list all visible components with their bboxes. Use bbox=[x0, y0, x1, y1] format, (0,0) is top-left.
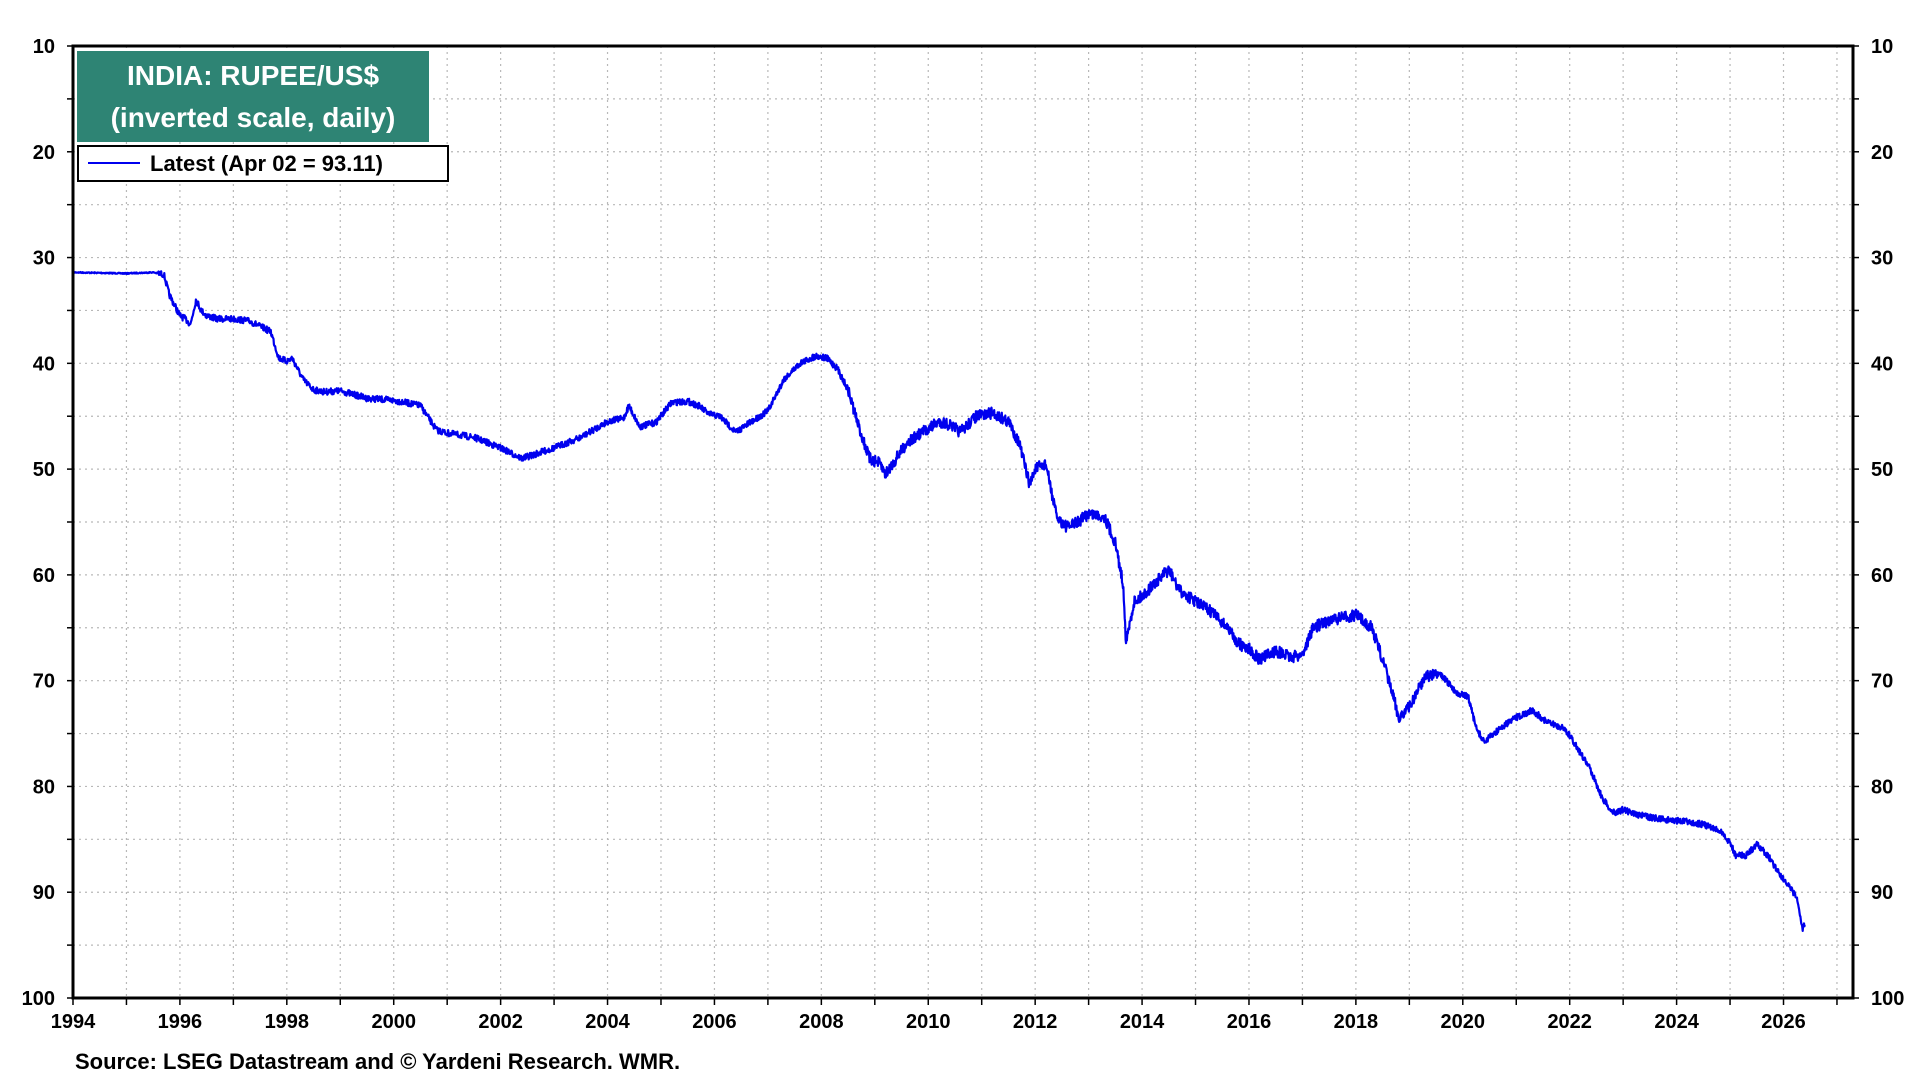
series-line-rupee-usd bbox=[71, 270, 1798, 899]
y-tick-label-left: 20 bbox=[33, 142, 55, 164]
legend-box bbox=[77, 145, 449, 182]
title-box-background bbox=[77, 51, 429, 142]
x-tick-label: 2008 bbox=[799, 1011, 844, 1033]
y-tick-label-left: 70 bbox=[33, 671, 55, 693]
y-tick-label-left: 60 bbox=[33, 565, 55, 587]
y-tick-label-right: 60 bbox=[1871, 565, 1893, 587]
x-tick-label: 1994 bbox=[51, 1011, 96, 1033]
grid-layer bbox=[73, 46, 1853, 998]
x-tick-label: 2006 bbox=[692, 1011, 737, 1033]
y-tick-label-right: 10 bbox=[1871, 36, 1893, 58]
x-tick-label: 2020 bbox=[1441, 1011, 1486, 1033]
y-tick-label-left: 40 bbox=[33, 353, 55, 375]
x-axis-labels: 1994 1996 1998 2000 2002 2004 2006 2008 2010 2012… bbox=[51, 1011, 1806, 1033]
x-tick-label: 2016 bbox=[1227, 1011, 1272, 1033]
legend-label: Latest (Apr 02 = 93.11) bbox=[150, 151, 383, 176]
tick-layer bbox=[67, 45, 1859, 1005]
x-tick-label: 2026 bbox=[1761, 1011, 1806, 1033]
y-tick-label-left: 90 bbox=[33, 882, 55, 904]
series-line-rupee-usd bbox=[1795, 896, 1806, 932]
y-tick-label-left: 100 bbox=[22, 988, 55, 1010]
x-tick-label: 2000 bbox=[371, 1011, 416, 1033]
x-tick-label: 2024 bbox=[1654, 1011, 1699, 1033]
y-tick-label-left: 50 bbox=[33, 459, 55, 481]
y-tick-label-right: 40 bbox=[1871, 353, 1893, 375]
x-tick-label: 2014 bbox=[1120, 1011, 1165, 1033]
y-tick-label-right: 70 bbox=[1871, 671, 1893, 693]
x-tick-label: 2002 bbox=[478, 1011, 523, 1033]
y-tick-label-right: 30 bbox=[1871, 248, 1893, 270]
x-tick-label: 2004 bbox=[585, 1011, 630, 1033]
chart-title: INDIA: RUPEE/US$ bbox=[127, 60, 379, 91]
y-tick-label-right: 90 bbox=[1871, 882, 1893, 904]
x-tick-label: 1998 bbox=[265, 1011, 310, 1033]
legend: Latest (Apr 02 = 93.11) bbox=[77, 145, 449, 182]
y-tick-label-left: 80 bbox=[33, 776, 55, 798]
x-tick-label: 1996 bbox=[158, 1011, 203, 1033]
x-tick-label: 2010 bbox=[906, 1011, 951, 1033]
y-axis-right-labels: 10 20 30 40 50 60 70 80 90 100 bbox=[1871, 36, 1904, 1010]
y-axis-left-labels: 10 20 30 40 50 60 70 80 90 100 bbox=[22, 36, 55, 1010]
y-tick-label-right: 80 bbox=[1871, 776, 1893, 798]
data-layer bbox=[71, 270, 1806, 932]
y-tick-label-left: 30 bbox=[33, 248, 55, 270]
y-tick-label-right: 100 bbox=[1871, 988, 1904, 1010]
title-box: INDIA: RUPEE/US$ (inverted scale, daily) bbox=[77, 51, 429, 142]
x-tick-label: 2012 bbox=[1013, 1011, 1058, 1033]
y-tick-label-right: 20 bbox=[1871, 142, 1893, 164]
y-tick-label-right: 50 bbox=[1871, 459, 1893, 481]
source-note: Source: LSEG Datastream and © Yardeni Re… bbox=[75, 1049, 680, 1074]
chart-subtitle: (inverted scale, daily) bbox=[111, 102, 396, 133]
y-tick-label-left: 10 bbox=[33, 36, 55, 58]
x-tick-label: 2022 bbox=[1547, 1011, 1592, 1033]
x-tick-label: 2018 bbox=[1334, 1011, 1379, 1033]
